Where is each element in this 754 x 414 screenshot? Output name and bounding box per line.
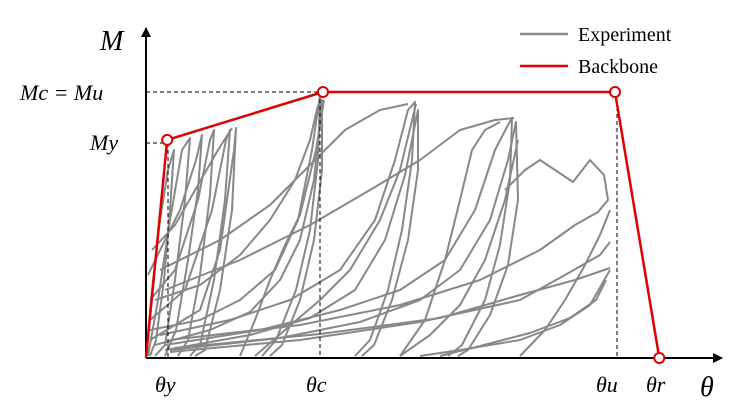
backbone-point-ultimate xyxy=(609,86,621,98)
experiment-loop xyxy=(164,117,513,357)
experiment-loop xyxy=(154,104,319,301)
experiment-loop xyxy=(147,137,191,357)
x-axis-label: θ xyxy=(700,372,714,403)
experiment-loop xyxy=(159,101,416,357)
experiment-loop xyxy=(239,99,325,357)
backbone-point-residual xyxy=(653,352,666,364)
x-tick-ultimate: θu xyxy=(596,372,618,397)
legend-label-backbone: Backbone xyxy=(578,56,658,78)
y-tick-peak: Mc = Mu xyxy=(19,80,103,105)
x-tick-capping: θc xyxy=(306,372,327,397)
y-axis-label: M xyxy=(99,26,125,57)
x-tick-residual: θr xyxy=(646,372,666,397)
guide-lines xyxy=(146,86,618,358)
legend: Experiment Backbone xyxy=(520,24,672,78)
backbone-point-yield xyxy=(161,133,174,146)
experiment-loop xyxy=(169,241,611,353)
experiment-loop xyxy=(439,279,607,357)
experiment-loop xyxy=(254,103,417,357)
experiment-loop xyxy=(159,103,409,271)
legend-label-experiment: Experiment xyxy=(578,24,672,46)
experiment-loop xyxy=(169,159,609,341)
y-tick-yield: My xyxy=(89,130,118,155)
experiment-loop xyxy=(169,121,519,357)
experiment-loop xyxy=(174,267,611,349)
experiment-loop xyxy=(164,117,515,291)
x-tick-yield: θy xyxy=(155,372,176,397)
experiment-loop xyxy=(519,209,611,357)
experiment-hysteresis-curves xyxy=(145,94,611,357)
experiment-loop xyxy=(419,269,611,357)
backbone-points xyxy=(161,86,666,364)
backbone-point-capping xyxy=(317,86,329,98)
experiment-loop xyxy=(151,127,233,251)
experiment-loop xyxy=(149,129,215,357)
